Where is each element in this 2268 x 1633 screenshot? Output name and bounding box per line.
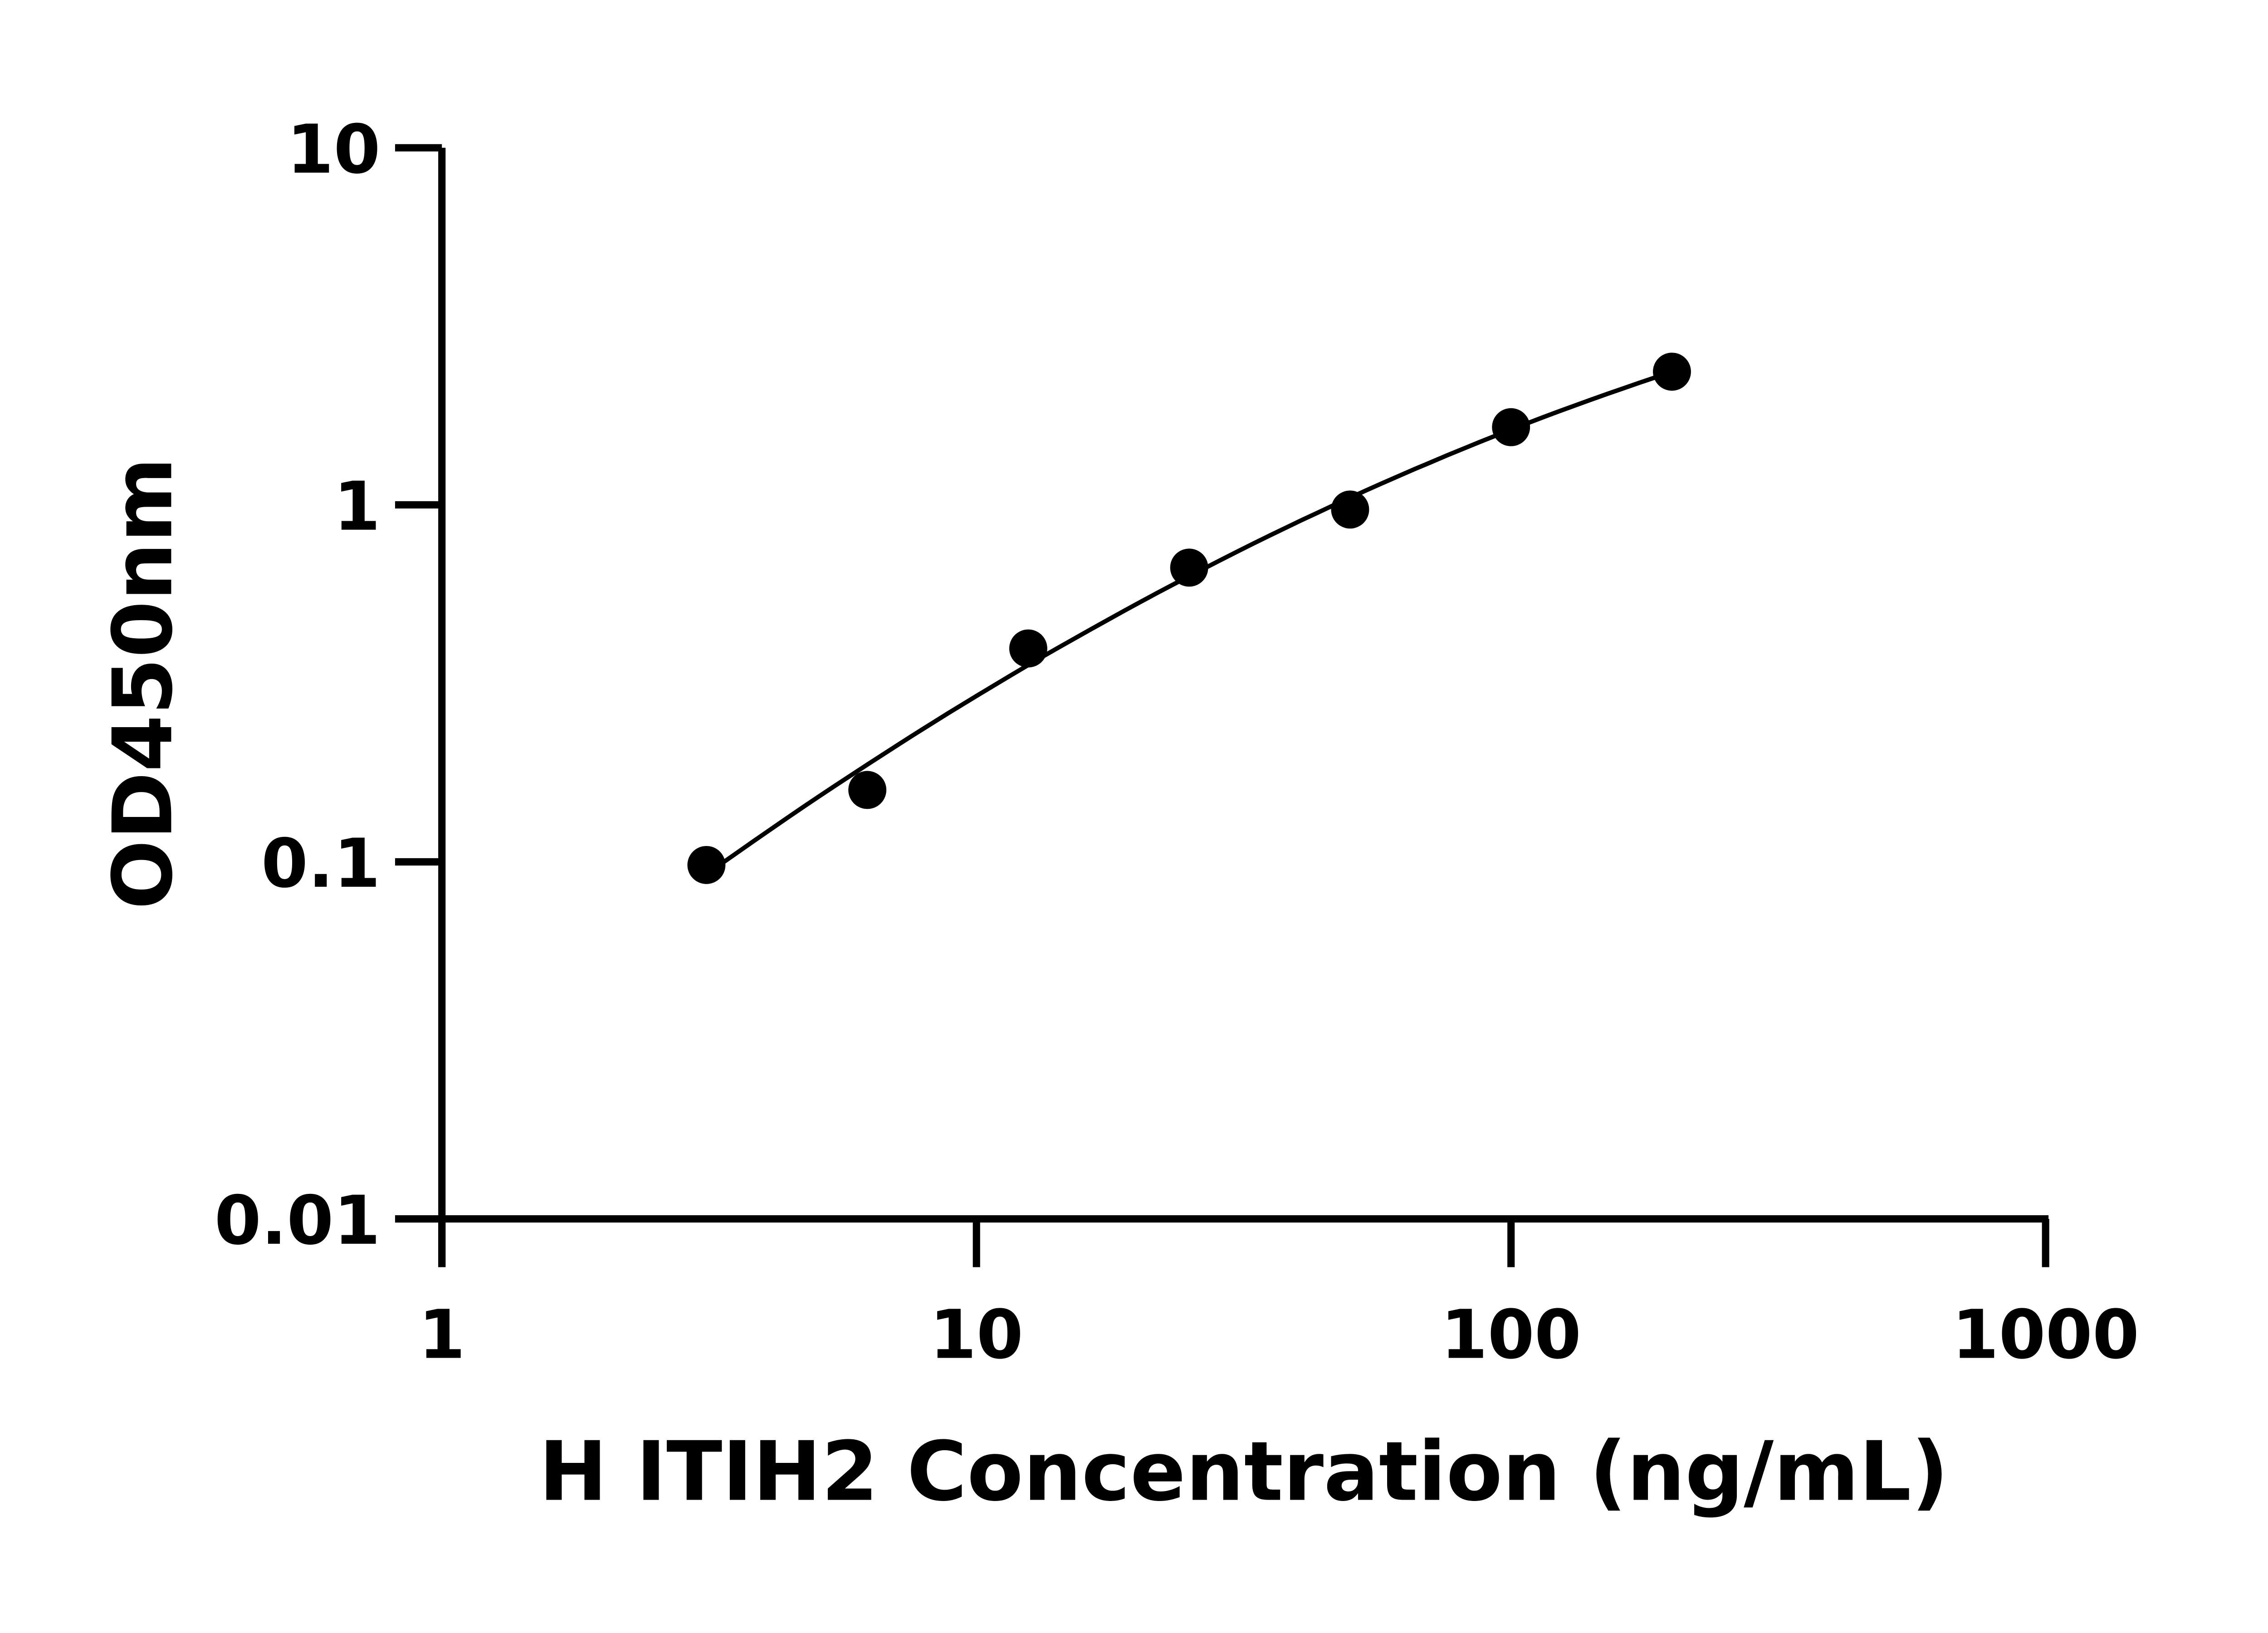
y-axis-label: OD450nm [95,457,191,909]
tick-labels: 1 10 100 1000 0.01 0.1 1 10 [215,110,2140,1374]
data-point [1653,352,1691,391]
data-point [1170,548,1208,587]
data-point [687,846,726,884]
x-axis-label: H ITIH2 Concentration (ng/mL) [539,1423,1949,1519]
x-tick-label: 1000 [1952,1296,2139,1374]
y-tick-label: 0.1 [261,824,381,903]
x-tick-label: 1 [419,1296,465,1374]
data-point [1492,408,1530,446]
data-points [687,352,1691,884]
data-point [1331,490,1369,529]
standard-curve-chart: 1 10 100 1000 0.01 0.1 1 10 H ITIH2 Concentrati… [95,110,2140,1520]
data-point [848,771,887,809]
y-tick-label: 0.01 [215,1181,381,1260]
x-tick-label: 100 [1441,1296,1581,1374]
y-tick-label: 10 [287,110,380,189]
x-tick-label: 10 [929,1296,1023,1374]
data-point [1009,629,1047,668]
y-tick-label: 1 [333,467,380,546]
axes [395,144,2049,1267]
